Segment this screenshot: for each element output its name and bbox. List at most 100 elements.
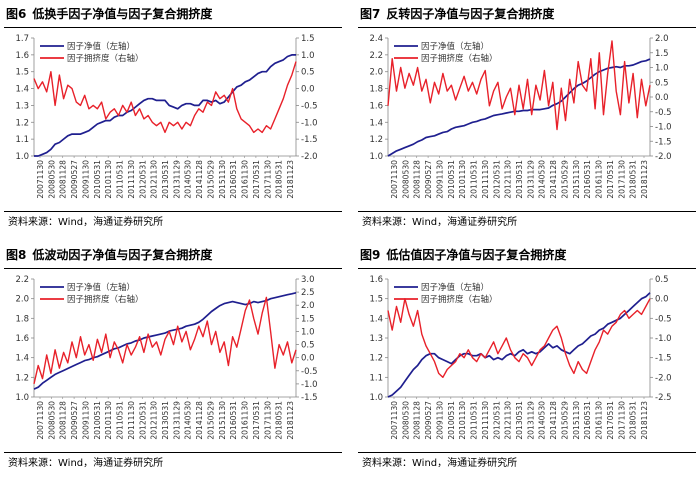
x-tick-label: 20101130 — [458, 160, 467, 199]
legend-label: 因子拥挤度（右轴） — [421, 53, 498, 64]
figure-title: 低换手因子净值与因子复合拥挤度 — [32, 7, 213, 21]
figure-number: 图6 — [6, 7, 27, 21]
left-tick-label: 1.6 — [15, 334, 29, 344]
x-tick-label: 20071130 — [390, 401, 399, 440]
x-tick-label: 20180531 — [629, 401, 638, 440]
chart-title: 图9 低估值因子净值与因子复合拥挤度 — [360, 245, 694, 265]
legend-label: 因子净值（左轴） — [67, 41, 135, 52]
chart-title: 图8 低波动因子净值与因子复合拥挤度 — [6, 245, 340, 265]
right-tick-label: -1.0 — [301, 380, 318, 390]
x-tick-label: 20110531 — [470, 401, 479, 440]
x-tick-label: 20131129 — [172, 401, 181, 440]
x-tick-label: 20121130 — [504, 160, 513, 199]
chart-panel-fig6: 图6 低换手因子净值与因子复合拥挤度 1.0 1.1 1.2 1.3 1.4 1.5 1.6 1… — [0, 0, 346, 241]
crowding-series-line — [387, 40, 651, 131]
right-tick-label: 1.5 — [301, 34, 315, 44]
right-tick-label: 0.0 — [301, 354, 315, 364]
x-tick-label: 20120531 — [492, 401, 501, 440]
source-note: 资料来源：Wind，海通证券研究所 — [8, 217, 164, 228]
right-tick-label: -0.5 — [655, 314, 672, 324]
x-tick-label: 20090527 — [70, 160, 79, 199]
x-tick-label: 20141128 — [195, 401, 204, 440]
x-tick-label: 20110531 — [116, 160, 125, 199]
x-tick-label: 20160531 — [583, 160, 592, 199]
x-tick-label: 20130531 — [161, 401, 170, 440]
right-tick-label: -1.0 — [655, 123, 672, 133]
right-tick-label: -1.5 — [301, 393, 318, 403]
right-tick-label: 0.5 — [655, 78, 669, 88]
x-tick-label: 20090527 — [424, 160, 433, 199]
figure-title: 低波动因子净值与因子复合拥挤度 — [32, 248, 213, 262]
right-tick-label: 0.5 — [301, 341, 315, 351]
left-tick-label: 1.6 — [369, 275, 383, 285]
left-tick-label: 1.0 — [15, 152, 29, 162]
x-tick-label: 20131129 — [526, 160, 535, 199]
x-tick-label: 20131129 — [526, 401, 535, 440]
bottom-rule — [4, 452, 342, 453]
nav-series-line — [34, 54, 296, 157]
x-tick-label: 20091130 — [81, 401, 90, 440]
left-tick-label: 1.4 — [369, 314, 383, 324]
x-tick-label: 20141128 — [195, 160, 204, 199]
x-tick-label: 20151130 — [572, 160, 581, 199]
top-rule — [4, 27, 342, 28]
left-tick-label: 1.5 — [369, 295, 383, 305]
line-chart: 1.0 1.2 1.4 1.6 1.8 2.0 2.2 -1.5 -1.0 -0.5 0.0 0.5 1… — [15, 275, 318, 440]
x-tick-label: 20111130 — [481, 401, 490, 440]
left-tick-label: 1.0 — [369, 152, 383, 162]
x-tick-label: 20140530 — [184, 401, 193, 440]
x-tick-label: 20091130 — [435, 160, 444, 199]
right-tick-label: 2.0 — [301, 301, 315, 311]
left-tick-label: 1.0 — [369, 393, 383, 403]
chart-panel-fig9: 图9 低估值因子净值与因子复合拥挤度 1.0 1.1 1.2 1.3 1.4 1.5 1.6 -… — [354, 241, 700, 482]
chart-title: 图7 反转因子净值与因子复合拥挤度 — [360, 4, 694, 24]
x-tick-label: 20111130 — [127, 401, 136, 440]
figure-title: 反转因子净值与因子复合拥挤度 — [386, 7, 555, 21]
right-tick-label: -1.5 — [655, 354, 672, 364]
left-tick-label: 1.2 — [369, 135, 383, 145]
x-tick-label: 20170531 — [606, 160, 615, 199]
x-tick-label: 20131129 — [172, 160, 181, 199]
line-chart: 1.0 1.1 1.2 1.3 1.4 1.5 1.6 -2.5 -2.0 -1.5 -1.0 -0.… — [369, 275, 672, 440]
nav-series-line — [387, 58, 651, 157]
x-tick-label: 20150529 — [560, 401, 569, 440]
left-tick-label: 1.8 — [15, 314, 29, 324]
nav-series-line — [33, 291, 297, 390]
chart-panel-fig7: 图7 反转因子净值与因子复合拥挤度 1.0 1.2 1.4 1.6 1.8 2.0 2.2 2.… — [354, 0, 700, 241]
figure-number: 图9 — [360, 248, 381, 262]
x-tick-label: 20110531 — [116, 401, 125, 440]
right-tick-label: 1.5 — [301, 314, 315, 324]
bottom-rule — [358, 211, 696, 212]
x-tick-label: 20101130 — [458, 401, 467, 440]
x-tick-label: 20161130 — [595, 401, 604, 440]
x-tick-label: 20181123 — [640, 160, 649, 199]
right-tick-label: 1.0 — [301, 327, 315, 337]
x-tick-label: 20121130 — [150, 401, 159, 440]
line-chart: 1.0 1.2 1.4 1.6 1.8 2.0 2.2 2.4 -2.0 -1.5 -1.0 -0.5… — [369, 34, 672, 199]
x-tick-label: 20120531 — [138, 160, 147, 199]
x-tick-label: 20080530 — [47, 160, 56, 199]
x-tick-label: 20180531 — [629, 160, 638, 199]
left-tick-label: 1.4 — [15, 354, 29, 364]
left-tick-label: 1.1 — [369, 373, 383, 383]
left-tick-label: 2.0 — [369, 68, 383, 78]
x-tick-label: 20170531 — [252, 160, 261, 199]
x-tick-label: 20151130 — [218, 401, 227, 440]
legend-label: 因子净值（左轴） — [421, 282, 489, 293]
x-tick-label: 20091130 — [435, 401, 444, 440]
left-tick-label: 1.2 — [15, 118, 29, 128]
chart-panel-fig8: 图8 低波动因子净值与因子复合拥挤度 1.0 1.2 1.4 1.6 1.8 2.0 2.2 -… — [0, 241, 346, 482]
left-tick-label: 1.4 — [369, 118, 383, 128]
x-tick-label: 20071130 — [36, 160, 45, 199]
left-tick-label: 1.3 — [15, 101, 29, 111]
x-tick-label: 20171130 — [617, 401, 626, 440]
x-tick-label: 20141128 — [549, 160, 558, 199]
right-tick-label: -2.5 — [655, 393, 672, 403]
x-tick-label: 20100531 — [93, 160, 102, 199]
source-note: 资料来源：Wind，海通证券研究所 — [362, 458, 518, 469]
nav-series-line — [387, 292, 651, 398]
x-tick-label: 20161130 — [241, 160, 250, 199]
right-tick-label: 1.5 — [655, 49, 669, 59]
x-tick-label: 20121130 — [150, 160, 159, 199]
x-tick-label: 20171130 — [263, 401, 272, 440]
